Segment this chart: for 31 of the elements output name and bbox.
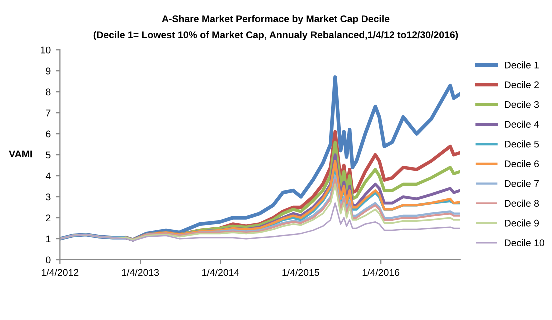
legend-label: Decile 10 <box>505 239 544 247</box>
legend-label: Decile 3 <box>505 101 540 108</box>
legend-label: Decile 9 <box>505 220 540 227</box>
y-tick-label: 9 <box>46 68 51 75</box>
y-tick-label: 0 <box>46 256 51 264</box>
line-series <box>60 202 460 242</box>
legend-label: Decile 2 <box>505 81 539 88</box>
legend-label: Decile 1 <box>505 62 539 69</box>
y-tick-label: 8 <box>46 88 51 96</box>
y-tick-label: 7 <box>46 110 51 117</box>
y-tick-label: 10 <box>41 46 51 54</box>
x-tick-label: 1/4/2013 <box>122 269 160 276</box>
y-tick-label: 6 <box>46 130 51 138</box>
chart-subtitle: (Decile 1= Lowest 10% of Market Cap, Annualy Rebalanced,1/4/12 to12/30/2016) <box>94 31 458 40</box>
y-axis-title: VAMI <box>9 150 32 158</box>
legend-label: Decile 6 <box>505 160 540 168</box>
x-tick-label: 1/4/2014 <box>202 269 240 276</box>
y-tick-label: 1 <box>46 236 51 243</box>
legend-label: Decile 5 <box>505 140 540 148</box>
legend-label: Decile 8 <box>505 200 540 208</box>
y-tick-label: 2 <box>46 214 51 222</box>
y-tick-label: 5 <box>46 152 51 159</box>
x-tick-label: 1/4/2012 <box>42 269 79 276</box>
line-series <box>125 160 460 242</box>
x-tick-label: 1/4/2015 <box>282 269 320 276</box>
legend-label: Decile 4 <box>505 120 540 128</box>
y-tick-label: 3 <box>46 194 51 201</box>
legend-label: Decile 7 <box>505 180 539 188</box>
chart-title: A-Share Market Performace by Market Cap Decile <box>162 15 390 24</box>
x-tick-label: 1/4/2016 <box>362 269 400 276</box>
y-tick-label: 4 <box>46 172 51 180</box>
